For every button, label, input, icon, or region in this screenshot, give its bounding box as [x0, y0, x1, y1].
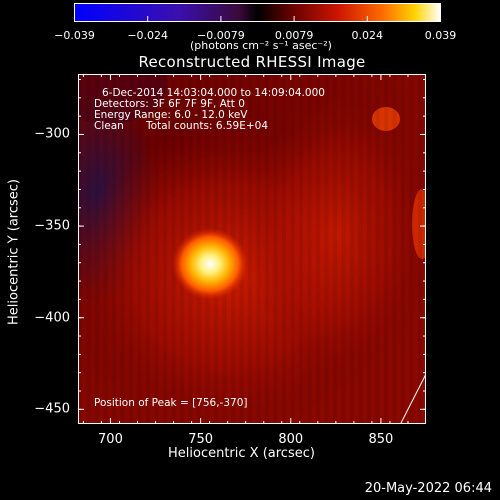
- y-tick-label: −450: [34, 401, 70, 417]
- annotation-clean: Clean: [94, 120, 124, 132]
- x-tick-label: 850: [368, 432, 394, 447]
- annotation-peak: Position of Peak = [756,-370]: [94, 397, 248, 409]
- y-tick-label: −300: [34, 126, 70, 142]
- colorbar-tick-label: 0.0079: [274, 29, 314, 42]
- y-tick-label: −350: [34, 218, 70, 234]
- y-axis-label: Heliocentric Y (arcsec): [6, 179, 22, 325]
- image-peak-source: [172, 228, 248, 300]
- annotation-detectors: Detectors: 3F 6F 7F 9F, Att 0: [94, 98, 245, 110]
- image-pixel-pattern: [78, 74, 426, 424]
- x-tick-label: 750: [188, 432, 214, 447]
- x-axis-label: Heliocentric X (arcsec): [168, 446, 315, 461]
- annotation-time: 6-Dec-2014 14:03:04.000 to 14:09:04.000: [102, 87, 325, 99]
- colorbar-tick-label: 0.039: [424, 29, 457, 42]
- footer-timestamp: 20-May-2022 06:44: [364, 481, 492, 496]
- y-tick-label: −400: [34, 310, 70, 326]
- colorbar-tick-label: 0.024: [351, 29, 384, 42]
- x-tick-label: 700: [98, 432, 123, 447]
- x-tick-label: 800: [278, 432, 304, 447]
- colorbar: [74, 3, 441, 22]
- colorbar-unit: (photons cm⁻² s⁻¹ asec⁻²): [190, 39, 332, 52]
- plot-frame: [78, 74, 426, 424]
- plot-area: [78, 74, 426, 424]
- colorbar-gradient: [74, 3, 441, 22]
- colorbar-tick-label: −0.0079: [197, 29, 245, 42]
- annotation-energy: Energy Range: 6.0 - 12.0 keV: [94, 109, 248, 121]
- annotation-counts: Total counts: 6.59E+04: [146, 120, 269, 132]
- limb-line: [400, 373, 426, 424]
- chart-title: Reconstructed RHESSI Image: [138, 53, 366, 71]
- colorbar-tick-label: −0.024: [127, 29, 169, 42]
- colorbar-tick-label: −0.039: [54, 29, 95, 42]
